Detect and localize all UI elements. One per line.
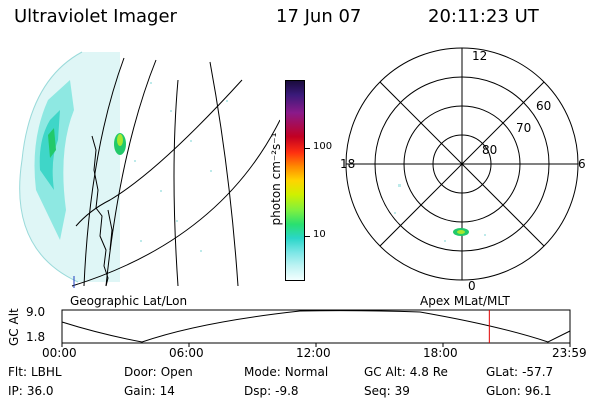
orbit-altitude-plot: GC Alt 9.0 1.8 — [7, 305, 571, 347]
mlt-label-18: 18 — [340, 157, 355, 171]
info-flt: Flt: LBHL — [8, 365, 62, 379]
scattered-noise — [134, 82, 228, 252]
time-tick-0600: 06:00 — [169, 346, 204, 360]
polar-diagonal-2 — [379, 81, 545, 247]
orbit-ylabel: GC Alt — [7, 308, 21, 346]
info-gc-alt: GC Alt: 4.8 Re — [364, 365, 448, 379]
colorbar-label-10: 10 — [313, 229, 326, 240]
info-mode: Mode: Normal — [244, 365, 329, 379]
info-seq: Seq: 39 — [364, 384, 410, 398]
time-tick-2359: 23:59 — [552, 346, 587, 360]
orbit-altitude-curve — [61, 310, 571, 343]
colorbar-label-100: 100 — [313, 141, 333, 152]
orbit-time-ticks — [61, 343, 571, 347]
info-gain: Gain: 14 — [124, 384, 175, 398]
time-tick-1200: 12:00 — [296, 346, 331, 360]
mlt-label-12: 12 — [472, 49, 487, 63]
info-glon: GLon: 96.1 — [486, 384, 552, 398]
geographic-image-panel — [19, 51, 280, 288]
aurora-emission-region — [19, 52, 120, 282]
mlat-label-80: 80 — [482, 143, 497, 157]
time-tick-1800: 18:00 — [423, 346, 458, 360]
colorbar — [285, 80, 305, 281]
colorbar-unit: photon cm⁻²s⁻¹ — [269, 132, 283, 226]
mlt-label-6: 6 — [578, 157, 586, 171]
date-label: 17 Jun 07 — [276, 6, 362, 27]
mlat-label-60: 60 — [536, 99, 551, 113]
apex-polar-plot: 12 18 6 0 60 70 80 — [340, 47, 586, 293]
info-dsp: Dsp: -9.8 — [244, 384, 299, 398]
orbit-ytick-top: 9.0 — [26, 305, 45, 319]
geographic-label: Geographic Lat/Lon — [70, 294, 188, 308]
lat-lon-grid — [71, 57, 280, 287]
colorbar-tick-10 — [305, 236, 310, 237]
instrument-title: Ultraviolet Imager — [14, 6, 177, 27]
time-tick-0000: 00:00 — [42, 346, 77, 360]
limb-edge — [19, 51, 83, 283]
info-glat: GLat: -57.7 — [486, 365, 554, 379]
time-label: 20:11:23 UT — [428, 6, 539, 27]
orbit-ytick-bottom: 1.8 — [26, 330, 45, 344]
info-door: Door: Open — [124, 365, 193, 379]
colorbar-tick-100 — [305, 148, 310, 149]
apex-label: Apex MLat/MLT — [420, 294, 510, 308]
mlat-label-70: 70 — [516, 121, 531, 135]
coastline — [91, 135, 109, 287]
info-ip: IP: 36.0 — [8, 384, 54, 398]
mlt-label-0: 0 — [468, 279, 476, 293]
